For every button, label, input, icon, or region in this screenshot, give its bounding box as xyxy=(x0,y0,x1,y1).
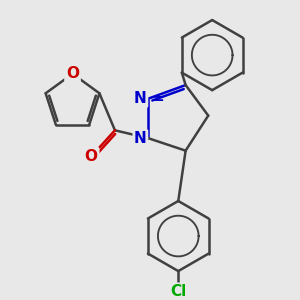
Text: N: N xyxy=(134,91,147,106)
Text: O: O xyxy=(66,66,79,81)
Text: Cl: Cl xyxy=(170,284,186,299)
Text: N: N xyxy=(134,131,147,146)
Text: =: = xyxy=(152,92,164,106)
Text: O: O xyxy=(85,149,98,164)
